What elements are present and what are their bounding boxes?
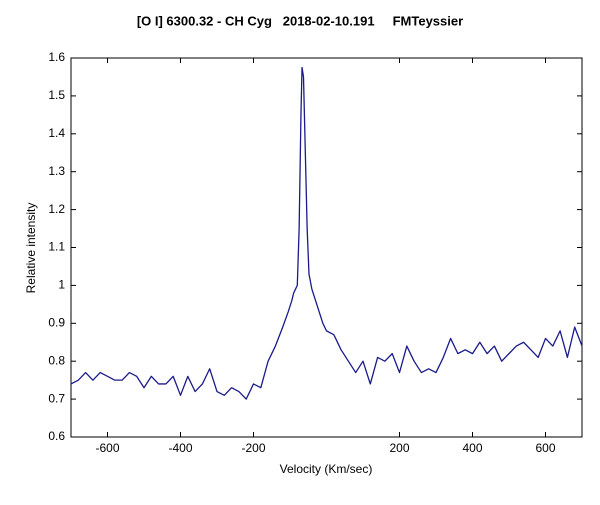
chart-title: [O I] 6300.32 - CH Cyg 2018-02-10.191 FM… (137, 13, 463, 28)
x-axis-label: Velocity (Km/sec) (280, 462, 373, 476)
y-tick-label: 0.8 (48, 353, 65, 367)
y-tick-label: 1.2 (48, 202, 65, 216)
x-tick-label: -200 (241, 441, 265, 455)
y-tick-label: 1.6 (48, 50, 65, 64)
y-tick-label: 0.9 (48, 315, 65, 329)
y-axis-label: Relative intensity (24, 203, 38, 294)
y-tick-label: 1.1 (48, 240, 65, 254)
y-tick-label: 1.5 (48, 88, 65, 102)
x-tick-label: 600 (535, 441, 555, 455)
spectrum-line (70, 66, 583, 400)
y-tick-label: 1.3 (48, 164, 65, 178)
y-tick-label: 0.7 (48, 391, 65, 405)
x-tick-label: 200 (389, 441, 409, 455)
x-tick-label: -600 (95, 441, 119, 455)
y-tick-label: 0.6 (48, 429, 65, 443)
y-tick-label: 1 (58, 278, 65, 292)
x-tick-label: -400 (168, 441, 192, 455)
y-tick-label: 1.4 (48, 126, 65, 140)
x-tick-label: 400 (462, 441, 482, 455)
